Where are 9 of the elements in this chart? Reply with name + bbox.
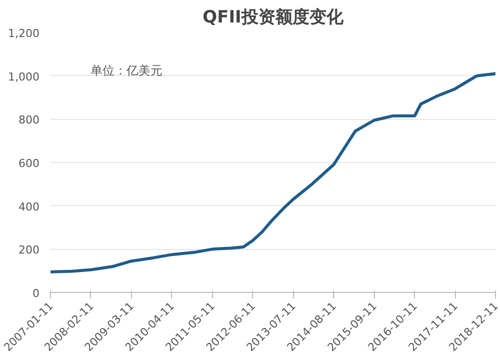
- y-tick-label: 400: [18, 200, 40, 214]
- y-tick-label: 1,000: [8, 70, 40, 84]
- y-tick-label: 600: [18, 157, 40, 170]
- chart-title: QFII投资额度变化: [202, 8, 344, 28]
- annotation: 单位：亿美元: [90, 64, 162, 78]
- y-tick-label: 1,200: [8, 27, 40, 40]
- y-tick-label: 800: [18, 114, 40, 127]
- y-tick-label: 200: [18, 244, 40, 257]
- y-tick-label: 0: [32, 287, 40, 300]
